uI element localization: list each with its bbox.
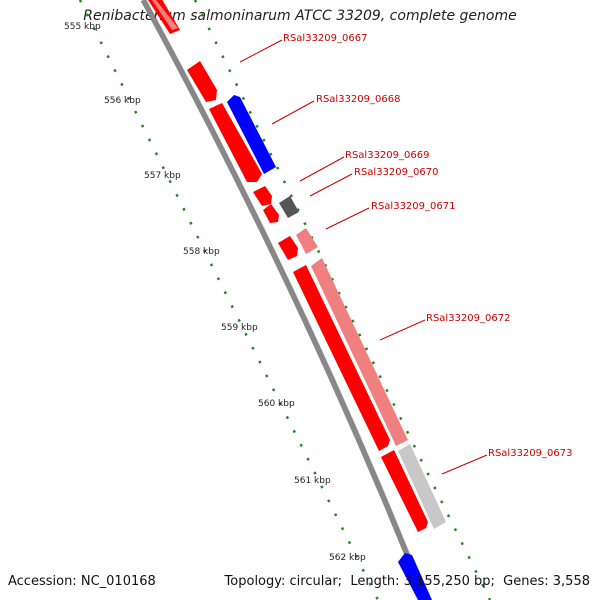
tick-label: 558 kbp — [183, 247, 220, 257]
gene-feature-0667[interactable] — [187, 61, 217, 102]
genes-label: Genes: — [503, 574, 549, 589]
tick-label: 561 kbp — [294, 476, 331, 486]
gene-feature-0673-grey[interactable] — [398, 444, 446, 529]
gene-feature-0668-reverse[interactable] — [227, 95, 276, 174]
gene-label[interactable]: RSal33209_0671 — [371, 201, 456, 212]
tick-label: 555 kbp — [64, 22, 101, 32]
tick-label: 559 kbp — [221, 323, 258, 333]
gene-label[interactable]: RSal33209_0667 — [283, 33, 368, 44]
gene-feature-dark[interactable] — [279, 196, 299, 218]
length-value: 3,155,250 bp — [403, 574, 491, 589]
gene-label[interactable]: RSal33209_0673 — [488, 448, 573, 459]
gene-label[interactable]: RSal33209_0670 — [354, 167, 439, 178]
gene-feature-0668-forward[interactable] — [209, 103, 262, 182]
tick-label: 562 kbp — [329, 553, 366, 563]
genome-summary: Topology: circular; Length: 3,155,250 bp… — [224, 574, 590, 589]
gene-feature-0672-forward[interactable] — [293, 265, 390, 451]
tick-label: 556 kbp — [104, 96, 141, 106]
gene-feature-bottom-partial[interactable] — [398, 553, 432, 600]
map-title: Renibacterium salmoninarum ATCC 33209, c… — [83, 8, 517, 24]
genes-value: 3,558 — [552, 574, 590, 589]
gc-track-outer — [193, 0, 492, 600]
gene-feature-0672-light[interactable] — [311, 258, 408, 446]
backbone-line — [140, 0, 428, 600]
topology-label: Topology: — [224, 574, 286, 589]
backbone-highlight — [145, 0, 429, 600]
gene-feature-0669[interactable] — [253, 186, 272, 206]
gene-feature-0671-forward[interactable] — [278, 236, 298, 260]
gene-label[interactable]: RSal33209_0669 — [345, 150, 430, 161]
topology-value: circular — [289, 574, 338, 589]
gene-label[interactable]: RSal33209_0668 — [316, 94, 401, 105]
gene-label[interactable]: RSal33209_0672 — [426, 313, 511, 324]
accession-label: Accession: — [8, 574, 77, 589]
gene-feature-0671-light[interactable] — [296, 228, 318, 254]
label-leaders — [239, 39, 488, 475]
tick-label: 560 kbp — [258, 399, 295, 409]
gene-feature-0670[interactable] — [263, 204, 279, 223]
accession-info: Accession: NC_010168 — [8, 574, 156, 589]
gene-feature-top-partial[interactable] — [148, 0, 180, 34]
gc-track-inner — [78, 0, 380, 600]
tick-label: 557 kbp — [144, 171, 181, 181]
accession-value: NC_010168 — [80, 574, 156, 589]
gene-feature-0673-forward[interactable] — [381, 450, 428, 532]
length-label: Length: — [350, 574, 400, 589]
